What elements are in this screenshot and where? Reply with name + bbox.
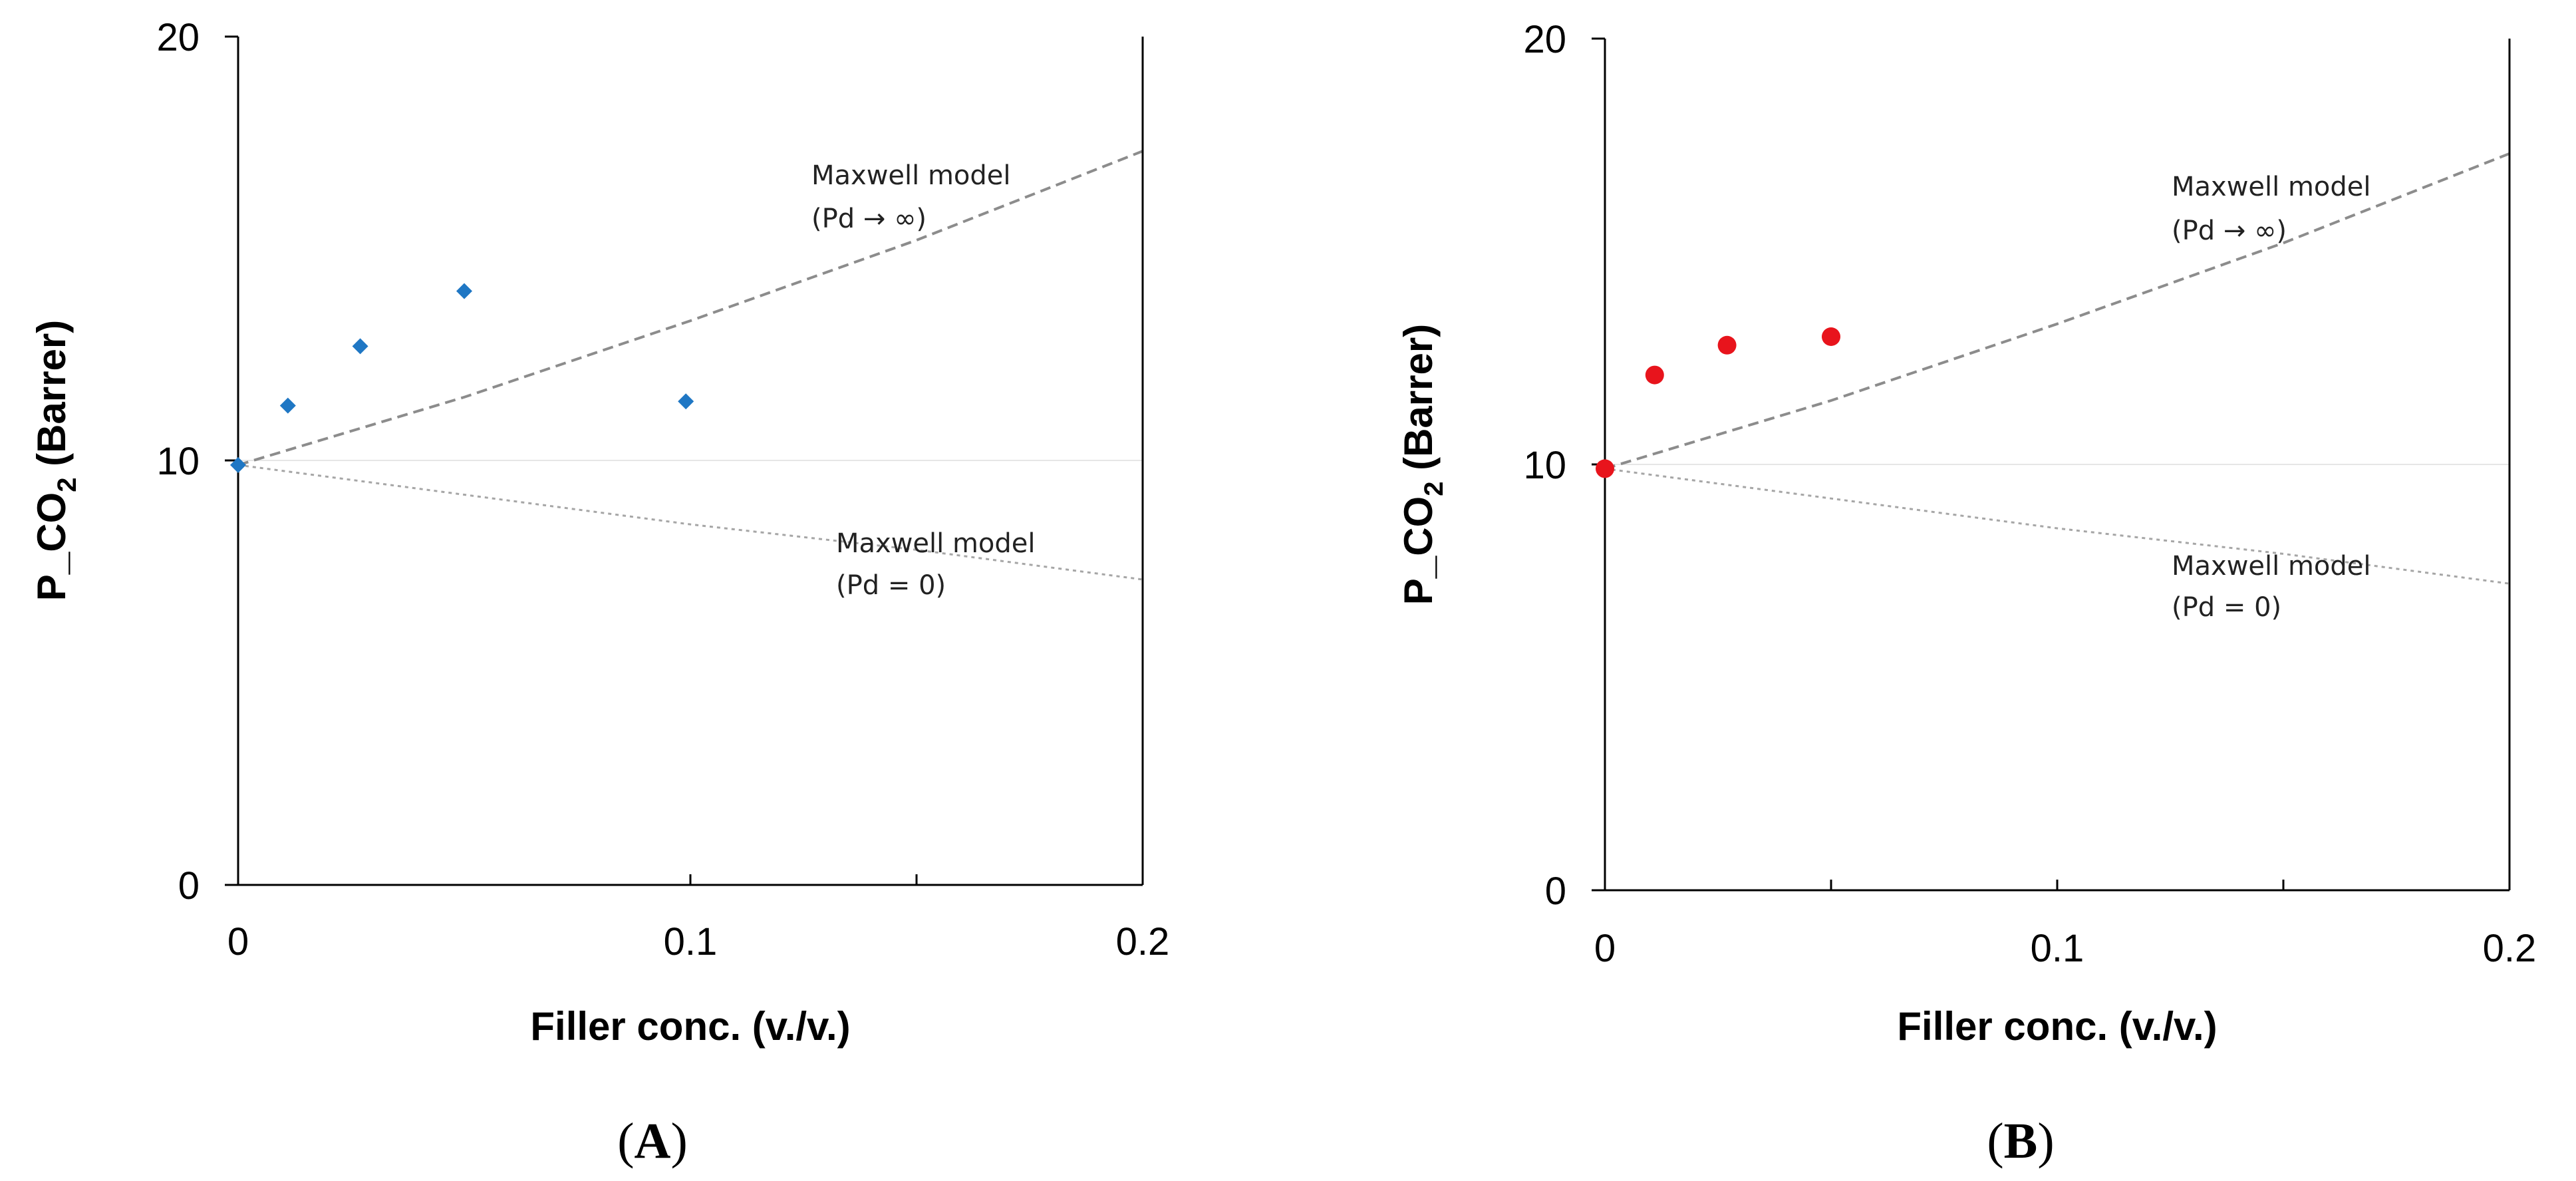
- chart-a-x-tick-label: 0.1: [664, 920, 718, 963]
- chart-b-maxwell-lower-line: [1604, 467, 2510, 585]
- chart-b-data-point: [1596, 459, 1614, 478]
- chart-b-y-axis-label-subscript: 2: [1419, 482, 1449, 496]
- chart-a-lower-model-label: Maxwell model: [836, 528, 1036, 559]
- chart-a-y-axis-label-suffix: (Barrer): [29, 320, 74, 478]
- chart-a-data-point: [230, 456, 246, 473]
- chart-b-y-axis-label: P_CO2 (Barrer): [1396, 324, 1449, 605]
- chart-b-y-tick-label: 10: [1523, 444, 1566, 487]
- chart-b-lower-model-label: Maxwell model: [2172, 551, 2371, 582]
- chart-a-y-tick-label: 20: [156, 16, 200, 59]
- chart-b-lower-model-condition: (Pd = 0): [2172, 592, 2281, 623]
- chart-a-upper-model-condition: (Pd → ∞): [811, 204, 927, 234]
- chart-a-y-tick-label: 0: [178, 864, 200, 908]
- chart-b-maxwell-upper-line: [1604, 152, 2510, 470]
- chart-a-upper-model-label: Maxwell model: [811, 160, 1011, 191]
- chart-a-y-axis-label-prefix: P_CO: [29, 492, 74, 601]
- chart-a: 20 10 0 0 0.1 0.2 Filler conc. (v./v.) P…: [29, 16, 1169, 1169]
- chart-b-y-tick-label: 0: [1545, 870, 1566, 913]
- chart-b: 20 10 0 0 0.1 0.2 Filler conc. (v./v.) P…: [1396, 18, 2536, 1169]
- chart-b-x-tick-label: 0.1: [2031, 927, 2084, 970]
- chart-b-x-tick-label: 0.2: [2483, 927, 2537, 970]
- chart-a-data-point: [279, 397, 296, 414]
- chart-a-y-tick-label: 10: [156, 440, 200, 483]
- chart-a-x-axis-label: Filler conc. (v./v.): [530, 1004, 850, 1049]
- chart-b-data-point: [1645, 365, 1664, 385]
- chart-a-maxwell-lower-line: [237, 464, 1143, 581]
- chart-b-panel-letter: B: [2004, 1113, 2038, 1169]
- chart-b-data-points: [1596, 327, 1840, 478]
- chart-b-panel-label: (B): [1987, 1113, 2054, 1169]
- chart-b-x-axis-label: Filler conc. (v./v.): [1897, 1004, 2217, 1049]
- chart-b-model-lines: [1604, 152, 2510, 585]
- chart-a-maxwell-upper-line: [237, 150, 1143, 466]
- chart-b-x-tick-label: 0: [1594, 927, 1616, 970]
- chart-b-data-point: [1717, 335, 1737, 355]
- chart-b-upper-model-label: Maxwell model: [2172, 172, 2371, 202]
- chart-a-y-axis-label-subscript: 2: [53, 478, 82, 492]
- chart-a-lower-model-condition: (Pd = 0): [836, 570, 946, 601]
- chart-a-data-points: [230, 283, 694, 473]
- chart-a-panel-label: (A): [617, 1113, 688, 1169]
- chart-a-x-tick-label: 0: [227, 920, 249, 963]
- chart-a-y-axis-label: P_CO2 (Barrer): [29, 320, 82, 601]
- chart-b-data-point: [1822, 327, 1840, 346]
- chart-b-y-axis-label-prefix: P_CO: [1396, 496, 1441, 605]
- chart-b-y-axis-label-suffix: (Barrer): [1396, 324, 1441, 482]
- chart-a-panel-letter: A: [635, 1113, 671, 1169]
- chart-b-upper-model-condition: (Pd → ∞): [2172, 216, 2287, 246]
- chart-b-y-tick-label: 20: [1523, 18, 1566, 61]
- chart-a-data-point: [678, 393, 694, 410]
- chart-a-data-point: [456, 283, 472, 299]
- chart-a-x-tick-label: 0.2: [1116, 920, 1170, 963]
- chart-a-data-point: [352, 338, 368, 355]
- chart-a-model-lines: [237, 150, 1143, 581]
